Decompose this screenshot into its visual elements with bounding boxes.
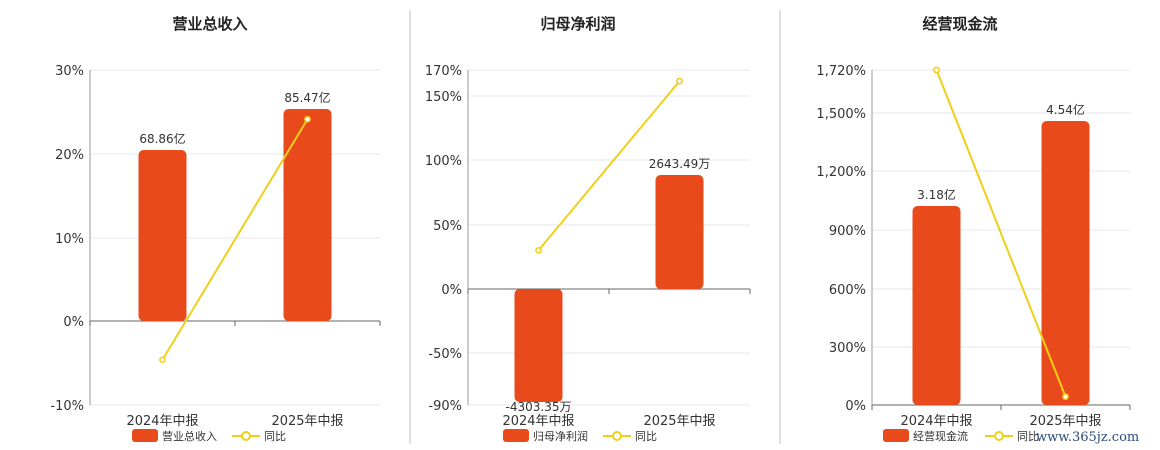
legend-bar-swatch [503,429,529,442]
legend-line-marker [241,431,251,441]
legend-line-label: 同比 [264,430,286,443]
y-tick-label: 600% [829,283,866,298]
bar [1041,121,1090,405]
yoy-line [537,80,681,252]
legend-line-label: 同比 [1017,430,1039,443]
bar [655,175,704,289]
yoy-point [535,246,542,254]
category-label: 2024年中报 [502,414,574,429]
chart-title: 经营现金流 [922,15,997,33]
watermark-text: www.365jz.com [1036,430,1139,445]
bar-data-label: 68.86亿 [139,131,185,146]
yoy-point [1062,393,1069,401]
yoy-line [935,69,1067,398]
y-tick-label: 0% [441,283,462,298]
category-label: 2024年中报 [900,414,972,429]
category-label: 2025年中报 [1029,414,1101,429]
bar-data-label: 2643.49万 [649,157,711,171]
yoy-line [161,118,309,361]
y-tick-label: 0% [845,399,866,414]
y-tick-label: 170% [425,64,462,79]
legend-bar-swatch [883,429,909,442]
bar-data-label: -4303.35万 [506,400,572,414]
y-tick-label: 1,200% [816,165,866,180]
legend-bar-label: 归母净利润 [533,429,588,443]
bar-data-label: 85.47亿 [284,90,330,105]
y-tick-label: 300% [829,341,866,356]
chart-panels: 营业总收入 30% 20% 10% 0% -10% 2024年中报 2025年中报 68.86亿… [50,15,1131,443]
chart-panel-1: 营业总收入 30% 20% 10% 0% -10% 2024年中报 2025年中报 68.86亿… [50,15,381,443]
y-tick-label: 900% [829,224,866,239]
y-tick-label: 100% [425,154,462,169]
bar [514,289,563,402]
chart-panel-2: 归母净利润 170% 150% 100% 50% 0% -50% -90% 2024年中报 202… [425,15,751,443]
category-label: 2025年中报 [643,414,715,429]
y-tick-label: 0% [63,315,84,330]
legend-bar-swatch [132,429,158,442]
bar [912,206,961,405]
legend-line-marker [612,431,622,441]
yoy-point [676,77,683,85]
category-label: 2024年中报 [126,414,198,429]
yoy-point [304,115,311,123]
y-tick-label: 1,720% [816,64,866,79]
y-tick-label: 50% [433,219,462,234]
y-tick-label: 30% [55,64,84,79]
legend-bar-label: 营业总收入 [162,429,217,443]
chart-title: 营业总收入 [172,15,247,33]
bar [138,150,187,321]
y-tick-label: -10% [50,399,84,414]
y-tick-label: -50% [428,347,462,362]
legend-bar-label: 经营现金流 [913,429,968,443]
category-label: 2025年中报 [271,414,343,429]
y-tick-label: 20% [55,148,84,163]
bar [283,109,332,321]
y-tick-label: 1,500% [816,107,866,122]
y-tick-label: -90% [428,399,462,414]
bar-data-label: 4.54亿 [1046,102,1085,117]
chart-title: 归母净利润 [540,15,615,33]
chart-panel-3: 经营现金流 1,720% 1,500% 1,200% 900% 600% 300% 0% 202… [816,15,1131,443]
yoy-point [159,356,166,364]
bar-data-label: 3.18亿 [917,187,956,202]
legend-line-marker [994,431,1004,441]
legend-line-label: 同比 [635,430,657,443]
y-tick-label: 10% [55,232,84,247]
yoy-point [933,66,940,74]
y-tick-label: 150% [425,90,462,105]
